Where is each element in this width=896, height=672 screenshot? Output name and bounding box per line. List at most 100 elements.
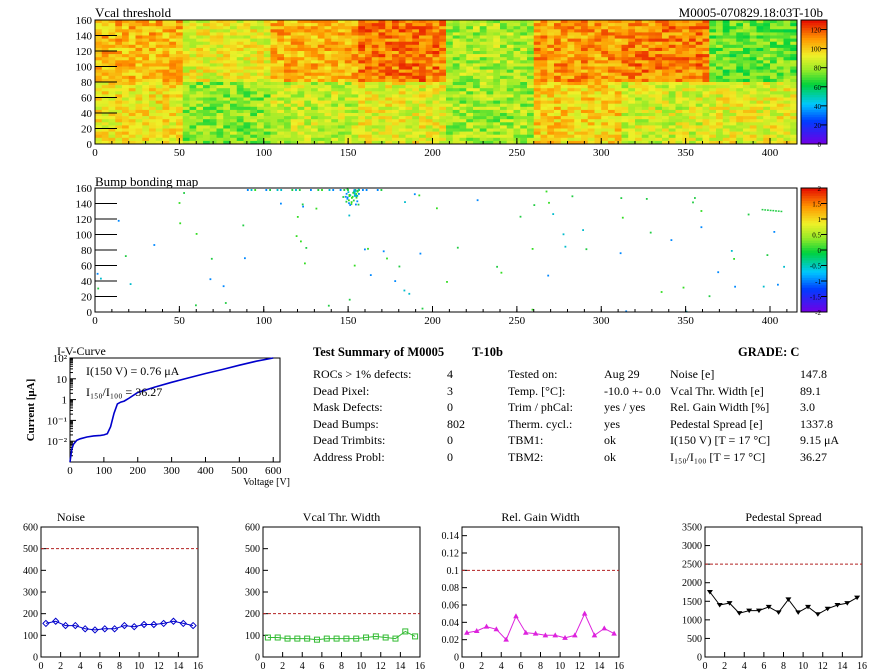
- vcal-cell: [196, 134, 204, 139]
- vcal-cell: [729, 66, 737, 70]
- vcal-cell: [743, 63, 751, 67]
- vcal-cell: [689, 91, 697, 95]
- vcal-cell: [189, 44, 197, 49]
- vcal-cell: [108, 134, 116, 139]
- vcal-cell: [169, 113, 177, 117]
- vcal-cell: [149, 137, 157, 142]
- vcal-cell: [432, 94, 440, 98]
- vcal-cell: [466, 137, 474, 142]
- vcal-cell: [635, 119, 643, 123]
- vcal-cell: [473, 134, 481, 139]
- vcal-cell: [452, 72, 460, 77]
- vcal-cell: [338, 20, 346, 24]
- vcal-cell: [230, 137, 238, 142]
- vcal-cell: [459, 29, 467, 33]
- vcal-cell: [250, 119, 258, 123]
- vcal-cell: [452, 119, 460, 123]
- vcal-cell: [263, 106, 271, 111]
- vcal-cell: [446, 54, 454, 58]
- vcal-cell: [446, 35, 454, 39]
- vcal-cell: [763, 103, 771, 108]
- vcal-cell: [655, 94, 663, 98]
- vcal-cell: [196, 122, 204, 126]
- vcal-cell: [236, 103, 244, 108]
- bump-color-scale: -2-1.5-1-0.500.511.52: [800, 185, 828, 317]
- vcal-cell: [270, 140, 278, 144]
- vcal-cell: [500, 85, 508, 89]
- vcal-cell: [776, 26, 784, 30]
- vcal-cell: [668, 109, 676, 114]
- vcal-cell: [270, 131, 278, 135]
- vcal-cell: [128, 41, 136, 46]
- vcal-cell: [776, 44, 784, 49]
- vcal-cell: [587, 85, 595, 89]
- vcal-cell: [169, 137, 177, 142]
- vcal-cell: [547, 131, 555, 135]
- vcal-cell: [506, 122, 514, 126]
- vcal-cell: [473, 60, 481, 64]
- vcal-cell: [486, 41, 494, 46]
- palette-band: [801, 109, 827, 113]
- vcal-cell: [385, 78, 393, 83]
- vcal-cell: [115, 60, 123, 64]
- vcal-cell: [560, 78, 568, 83]
- data-point: [591, 632, 598, 638]
- vcal-cell: [405, 97, 413, 101]
- vcal-cell: [736, 75, 744, 80]
- vcal-cell: [614, 35, 622, 39]
- vcal-cell: [452, 100, 460, 104]
- vcal-cell: [452, 66, 460, 70]
- vcal-cell: [749, 41, 757, 46]
- vcal-cell: [425, 88, 433, 92]
- vcal-cell: [554, 23, 562, 27]
- vcal-cell: [533, 125, 541, 129]
- bump-defect: [295, 189, 297, 191]
- vcal-cell: [479, 109, 487, 114]
- vcal-cell: [722, 75, 730, 80]
- vcal-cell: [304, 125, 312, 129]
- palette-band: [801, 32, 827, 36]
- vcal-cell: [243, 91, 251, 95]
- vcal-cell: [297, 32, 305, 36]
- vcal-cell: [635, 29, 643, 33]
- vcal-cell: [405, 100, 413, 104]
- vcal-cell: [675, 38, 683, 42]
- vcal-cell: [358, 69, 366, 73]
- vcal-cell: [236, 69, 244, 73]
- vcal-cell: [506, 44, 514, 49]
- vcal-cell: [115, 69, 123, 73]
- vcal-cell: [641, 131, 649, 135]
- vcal-cell: [344, 97, 352, 101]
- vcal-cell: [216, 88, 224, 92]
- vcal-cell: [776, 94, 784, 98]
- vcal-cell: [790, 66, 797, 70]
- x-tick-label: 14: [837, 661, 847, 672]
- vcal-cell: [371, 51, 379, 55]
- vcal-cell: [95, 23, 103, 27]
- vcal-cell: [115, 78, 123, 83]
- vcal-cell: [142, 125, 150, 129]
- vcal-cell: [196, 63, 204, 67]
- bump-defect: [195, 233, 198, 235]
- vcal-cell: [304, 134, 312, 139]
- vcal-cell: [216, 122, 224, 126]
- vcal-cell: [736, 69, 744, 73]
- vcal-cell: [398, 26, 406, 30]
- vcal-cell: [709, 82, 717, 86]
- vcal-cell: [263, 125, 271, 129]
- vcal-cell: [405, 125, 413, 129]
- vcal-cell: [695, 106, 703, 111]
- vcal-cell: [540, 85, 548, 89]
- vcal-cell: [371, 113, 379, 117]
- vcal-cell: [641, 116, 649, 120]
- vcal-cell: [513, 47, 521, 52]
- vcal-cell: [311, 41, 319, 46]
- vcal-cell: [479, 125, 487, 129]
- vcal-cell: [668, 82, 676, 86]
- palette-band: [801, 250, 827, 253]
- bump-defect: [97, 287, 100, 290]
- vcal-cell: [101, 63, 109, 67]
- vcal-cell: [101, 85, 109, 89]
- vcal-cell: [284, 103, 292, 108]
- vcal-cell: [392, 134, 400, 139]
